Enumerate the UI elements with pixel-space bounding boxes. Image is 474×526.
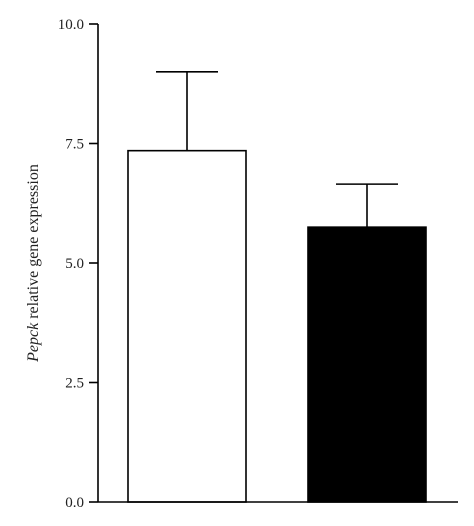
y-axis-title-italic: Pepck (25, 322, 42, 363)
plot-area (127, 71, 427, 503)
y-axis-title-rest: relative gene expression (25, 164, 42, 323)
y-tick-label-0: 0.0 (65, 495, 84, 511)
y-tick-label-4: 10.0 (58, 17, 84, 33)
y-tick-label-1: 2.5 (65, 376, 84, 392)
y-tick-label-2: 5.0 (65, 256, 84, 272)
y-axis-ticks: 0.0 2.5 5.0 7.5 10.0 (58, 17, 98, 511)
bar-0 (127, 149, 247, 503)
y-axis-title: Pepck relative gene expression (25, 164, 42, 363)
bar-1 (307, 226, 427, 503)
y-tick-label-3: 7.5 (65, 137, 84, 153)
